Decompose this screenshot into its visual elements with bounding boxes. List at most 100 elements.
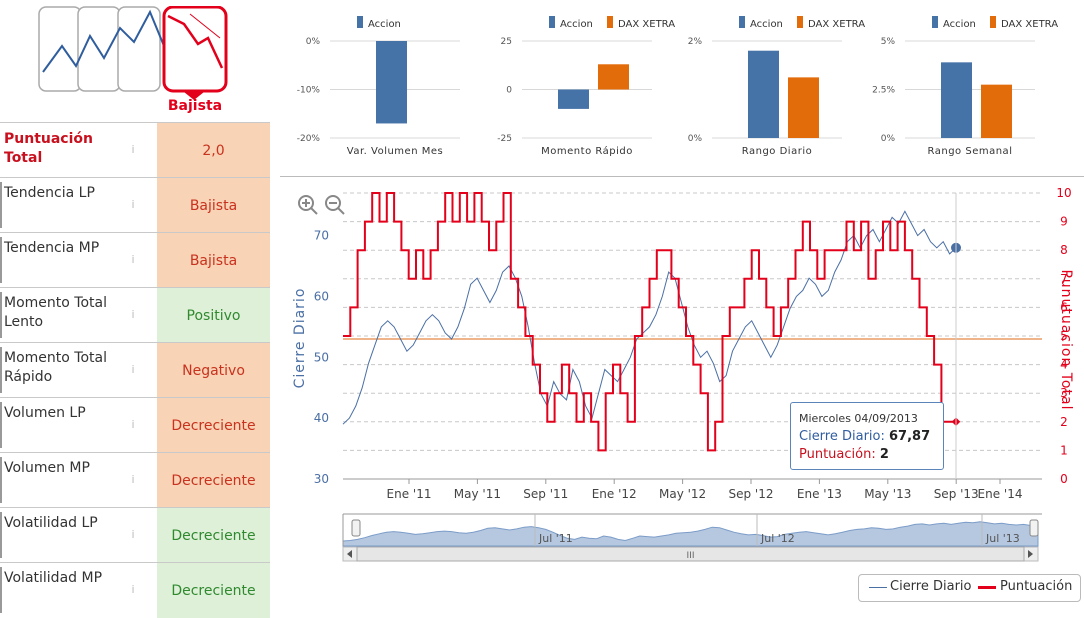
x-tick-label: Sep '13 [934,487,979,501]
info-icon[interactable]: i [131,198,135,211]
y2-tick-label: 2 [1060,415,1068,429]
zoom-out-mark [329,202,345,215]
rating-row: Volatilidad MP i Decreciente [0,562,270,618]
bar-legend-swatch [990,16,996,28]
bar [788,77,819,138]
scrollbar-thumb [356,546,1025,562]
bar-y-tick: -25 [497,134,512,144]
y2-tick-label: 10 [1056,186,1071,200]
tooltip-price-label: Cierre Diario: [799,429,885,444]
chart-tooltip: Miercoles 04/09/2013 Cierre Diario: 67,8… [790,402,944,470]
bar-y-tick: 0% [688,134,703,144]
bar [981,84,1012,138]
bar-y-tick: 0 [506,86,512,96]
info-icon[interactable]: i [131,528,135,541]
bar-legend-swatch [932,16,938,28]
row-accent-bar [0,402,2,448]
indicator-bar-charts: 0% -10% -20% Accion Var. Volumen Mes 25 0 -25 Ac… [297,16,1058,157]
bar [598,64,629,90]
rating-row: Momento Total Rápido i Negativo [0,342,270,398]
rating-row: Tendencia MP i Bajista [0,232,270,288]
bar [748,50,779,139]
zoom-in-lens [298,195,314,211]
x-tick-label: Ene '12 [592,487,637,501]
legend-score-swatch[interactable] [978,586,996,589]
rating-value: Bajista [157,178,270,233]
rating-value: Decreciente [157,563,270,618]
rating-row: Momento Total Lento i Positivo [0,287,270,343]
info-icon[interactable]: i [131,253,135,266]
bar-y-tick: 2.5% [872,86,895,96]
x-tick-label: May '13 [864,487,911,501]
y2-tick-label: 8 [1060,243,1068,257]
price-series-line [342,210,957,425]
bar-chart-panel: 0% -10% -20% Accion Var. Volumen Mes [297,16,460,157]
trend-badge-label: Bajista [167,98,223,114]
navigator-handle-left[interactable] [351,519,361,537]
rating-value: Decreciente [157,398,270,453]
y-tick-label: 30 [314,472,329,486]
navigator-scrollbar[interactable]: III [342,546,1039,562]
y-tick-label: 60 [314,289,329,303]
bar-legend-swatch [357,16,363,28]
price-score-chart[interactable]: 0 1 2 3 4 5 6 7 8 9 10 30 40 50 60 70 Ene '11 May '11 Sep … [280,178,1084,574]
bar-chart-title: Momento Rápido [541,145,633,157]
bar-legend-swatch [739,16,745,28]
info-icon[interactable]: i [131,418,135,431]
legend-price-swatch[interactable] [869,587,887,588]
x-tick-label: Ene '11 [387,487,432,501]
bar-legend-swatch [549,16,555,28]
bar-legend-label: Accion [368,19,401,30]
chart-legend: Cierre Diario Puntuación [858,574,1081,602]
info-icon[interactable]: i [131,583,135,596]
bar-y-tick: -20% [297,134,321,144]
rating-label: Volumen LP [4,405,86,421]
x-tick-label: Ene '14 [978,487,1023,501]
trend-line-history [42,9,165,73]
y-tick-label: 50 [314,350,329,364]
y-axis-title: Cierre Diario [292,288,308,389]
rating-label: Momento Total Rápido [4,350,107,385]
rating-label: Momento Total Lento [4,295,107,330]
navigator-area [342,521,1039,547]
bar-legend-label: Accion [560,19,593,30]
bar-legend-label: Accion [750,19,783,30]
bar-legend-label: DAX XETRA [618,19,675,30]
zoom-in-icon[interactable] [298,195,318,215]
navigator-label: Jul '12 [760,532,795,545]
scrollbar-grip: III [687,551,695,561]
x-tick-label: May '11 [454,487,501,501]
y-tick-label: 70 [314,229,329,243]
bar [376,41,407,124]
info-icon[interactable]: i [131,363,135,376]
rating-row: Puntuación Total i 2,0 [0,122,270,178]
rating-value: 2,0 [157,123,270,178]
x-tick-label: Ene '13 [797,487,842,501]
info-icon[interactable]: i [131,143,135,156]
trend-line-current [167,14,224,69]
info-icon[interactable]: i [131,473,135,486]
range-navigator[interactable]: Jul '11 Jul '12 Jul '13 [342,513,1042,547]
legend-price-label[interactable]: Cierre Diario [890,579,972,594]
bar-chart-title: Rango Diario [742,146,812,157]
row-accent-bar [0,237,2,283]
rating-label: Tendencia MP [4,240,100,256]
rating-value: Decreciente [157,508,270,563]
y2-tick-label: 3 [1060,386,1068,400]
rating-row: Volumen MP i Decreciente [0,452,270,508]
bar-y-tick: -10% [297,86,321,96]
y2-tick-label: 6 [1060,300,1068,314]
info-icon[interactable]: i [131,308,135,321]
bearish-arrow-icon [189,13,221,39]
y2-tick-label: 9 [1060,215,1068,229]
zoom-out-icon[interactable] [325,195,345,215]
legend-score-label[interactable]: Puntuación [1000,579,1073,594]
zoom-out-lens [325,195,341,211]
row-accent-bar [0,347,2,393]
navigator-handle-right[interactable] [1029,519,1039,537]
rating-label: Volatilidad LP [4,515,98,531]
badge-pointer [184,92,204,100]
rating-label: Tendencia LP [4,185,95,201]
rating-value: Negativo [157,343,270,398]
bar [558,89,589,109]
